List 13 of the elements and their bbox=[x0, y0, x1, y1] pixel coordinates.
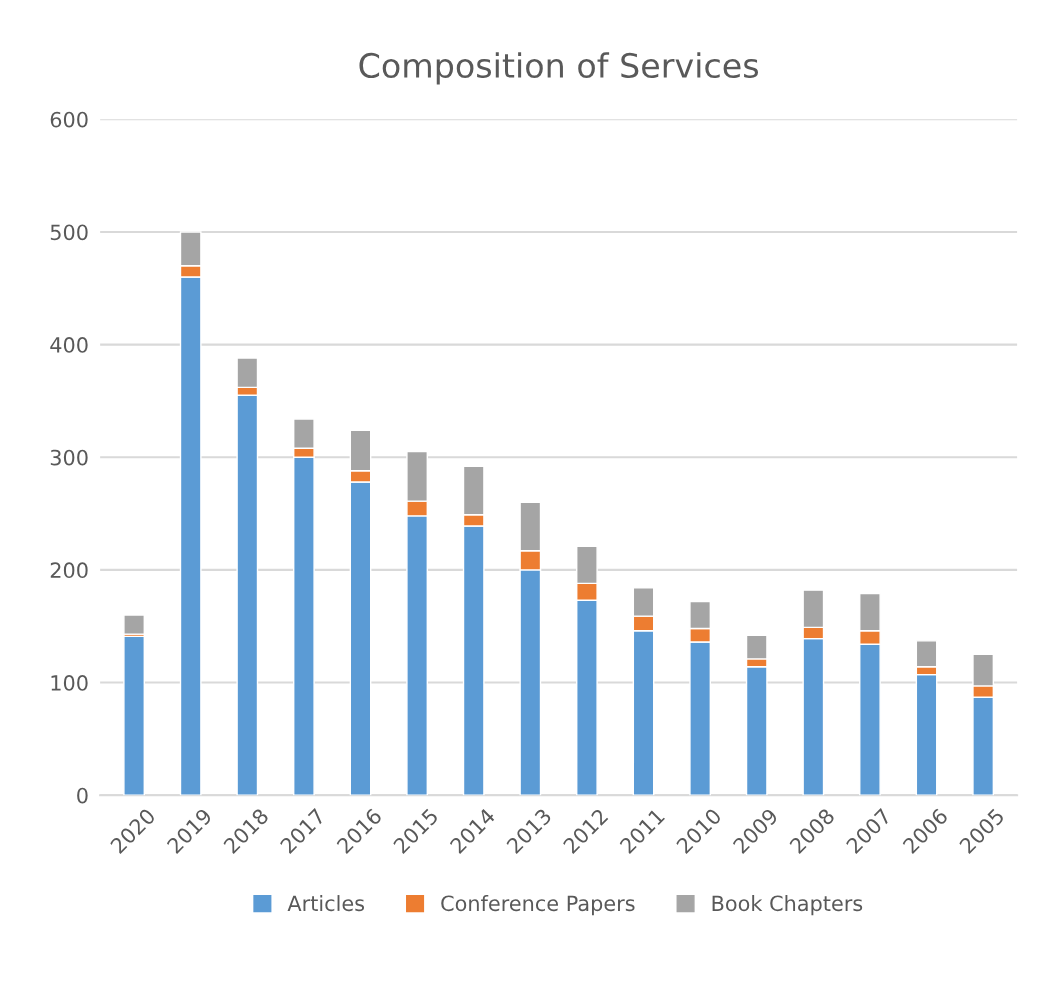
y-tick-label: 600 bbox=[50, 111, 88, 128]
y-tick-label: 0 bbox=[77, 787, 88, 804]
bar bbox=[123, 635, 145, 796]
bar bbox=[123, 614, 145, 635]
legend-label: Articles bbox=[287, 895, 365, 912]
y-tick-label: 300 bbox=[50, 449, 88, 466]
chart-title: Composition of Services bbox=[359, 52, 759, 85]
y-tick-label: 100 bbox=[51, 675, 88, 691]
y-tick-label: 500 bbox=[50, 224, 88, 241]
y-tick-label: 200 bbox=[50, 562, 88, 579]
legend-label: Book Chapters bbox=[712, 895, 863, 916]
y-tick-label: 400 bbox=[50, 337, 88, 353]
legend-label: Conference Papers bbox=[441, 895, 635, 916]
